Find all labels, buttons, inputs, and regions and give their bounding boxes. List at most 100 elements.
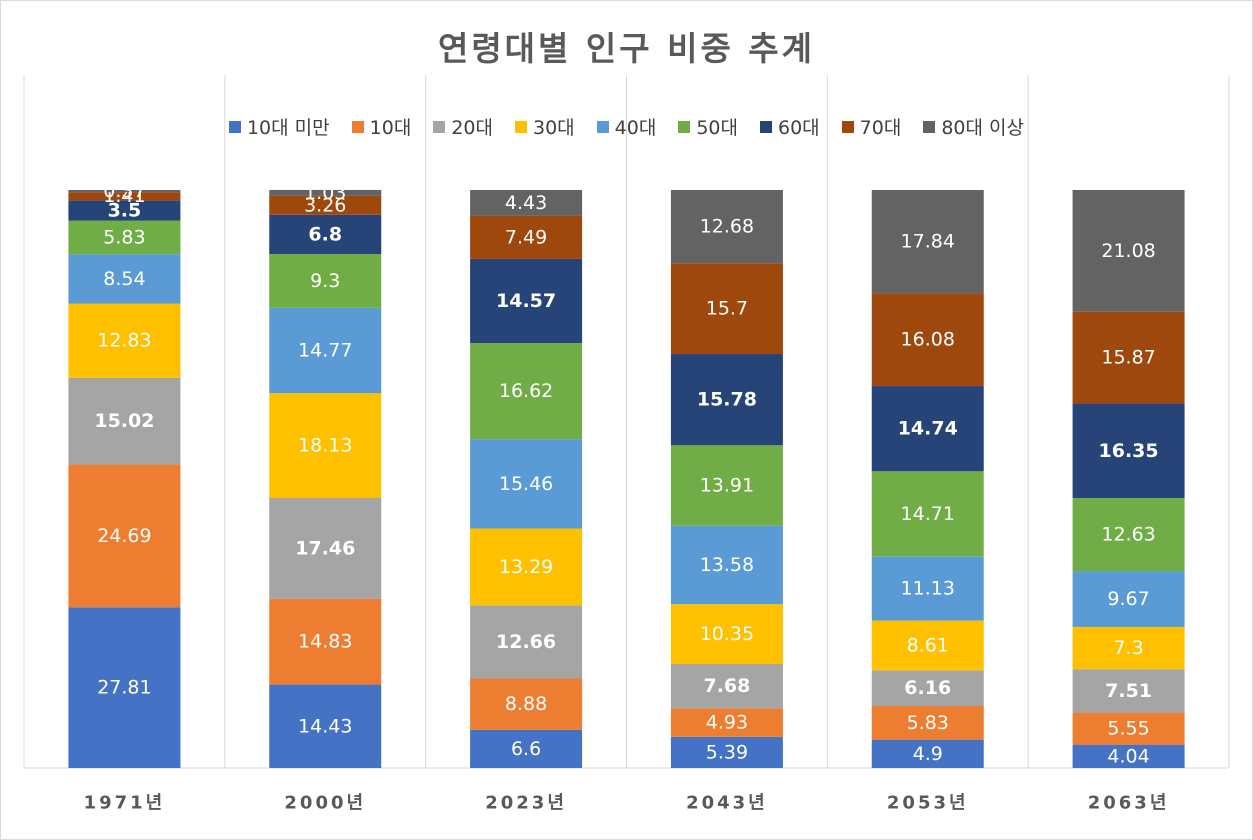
- bar-segment: [871, 670, 984, 706]
- data-label: 11.13: [901, 577, 955, 599]
- bar-segment: [470, 605, 583, 679]
- bar-segment: [269, 214, 382, 255]
- bar-segment: [470, 678, 583, 730]
- data-label: 5.39: [706, 741, 748, 763]
- bar-segment: [1072, 669, 1185, 713]
- legend-label: 30대: [532, 117, 575, 139]
- legend-swatch: [228, 120, 241, 133]
- bar-segment: [871, 705, 984, 740]
- bar-segment: [1072, 571, 1185, 627]
- bar-segment: [871, 739, 984, 768]
- legend-swatch: [760, 120, 772, 133]
- bar-segment: [1072, 403, 1185, 499]
- data-label: 15.02: [94, 410, 154, 432]
- bar-segment: [269, 598, 382, 685]
- bar-segment: [670, 445, 783, 526]
- legend-item: 60대: [760, 113, 820, 140]
- bar-segment: [68, 192, 181, 201]
- data-label: 16.62: [499, 380, 553, 402]
- data-label: 9.67: [1107, 588, 1149, 610]
- bar-segment: [871, 620, 984, 671]
- bar-segment: [470, 343, 583, 440]
- data-label: 4.93: [706, 712, 748, 734]
- bar-segment: [670, 525, 783, 605]
- bar-segment: [68, 303, 181, 378]
- bar-segment: [470, 215, 583, 259]
- legend-label: 80대 이상: [941, 117, 1025, 139]
- legend-item: 70대: [841, 113, 901, 140]
- bar-segment: [68, 190, 181, 193]
- x-tick-label: 2023년: [485, 793, 567, 814]
- bar-segment: [1072, 626, 1185, 670]
- data-label: 10.35: [700, 623, 754, 645]
- bar-segment: [68, 200, 181, 221]
- legend-label: 50대: [696, 117, 738, 139]
- data-label: 0.37: [103, 180, 145, 202]
- legend-label: 10대 미만: [246, 117, 330, 139]
- data-label: 14.71: [901, 503, 955, 525]
- data-label: 7.68: [703, 675, 750, 697]
- chart-title: 연령대별 인구 비중 추계: [437, 29, 816, 68]
- x-tick-label: 1971년: [84, 793, 166, 814]
- data-label: 14.77: [298, 339, 352, 361]
- bar-segment: [269, 189, 382, 196]
- data-label: 27.81: [97, 677, 151, 699]
- bar-segment: [269, 307, 382, 394]
- bar-segment: [1072, 744, 1185, 768]
- bar-segment: [68, 464, 181, 608]
- legend-swatch: [841, 120, 854, 133]
- data-label: 3.5: [108, 199, 142, 221]
- bar-segment: [470, 528, 583, 606]
- legend-item: 50대: [678, 113, 738, 140]
- bar-segment: [670, 736, 783, 768]
- bar-segment: [871, 556, 984, 621]
- data-label: 15.87: [1101, 347, 1155, 369]
- legend-item: 80대 이상: [923, 113, 1024, 140]
- bar-segment: [871, 293, 984, 387]
- bar-segment: [670, 190, 783, 264]
- legend-swatch: [514, 120, 527, 133]
- bar-segment: [670, 663, 783, 709]
- bar-segment: [670, 354, 783, 446]
- bar-segment: [269, 393, 382, 498]
- legend-label: 10대: [369, 117, 412, 139]
- legend-label: 40대: [614, 117, 657, 139]
- bar-segment: [68, 220, 181, 255]
- data-label: 6.6: [511, 738, 541, 760]
- data-label: 16.08: [901, 329, 955, 351]
- data-label: 6.8: [308, 223, 342, 245]
- data-label: 8.54: [103, 268, 145, 290]
- bar-segment: [68, 607, 181, 768]
- x-tick-label: 2053년: [887, 793, 969, 814]
- bar-segment: [871, 471, 984, 557]
- data-label: 14.83: [298, 631, 352, 653]
- bar-segment: [1072, 498, 1185, 572]
- data-label: 4.9: [913, 743, 943, 765]
- data-label: 3.26: [304, 194, 346, 216]
- bar-segment: [269, 497, 382, 599]
- data-label: 9.3: [310, 270, 340, 292]
- data-label: 18.13: [298, 435, 352, 457]
- legend-label: 20대: [451, 117, 493, 139]
- legend-swatch: [351, 120, 364, 133]
- legend-item: 20대: [433, 113, 493, 140]
- data-label: 5.83: [103, 226, 145, 248]
- chart-legend: 10대 미만 10대 20대 30대 40대 50대 60대 70대 80대 이상: [0, 113, 1253, 140]
- bar-segment: [1072, 311, 1185, 404]
- data-label: 12.68: [700, 216, 754, 238]
- bar-segment: [68, 377, 181, 465]
- data-label: 5.83: [907, 712, 949, 734]
- data-label: 4.04: [1107, 745, 1149, 767]
- data-label: 14.43: [298, 715, 352, 737]
- data-label: 17.84: [901, 231, 955, 253]
- legend-item: 10대 미만: [228, 113, 330, 140]
- data-label: 8.88: [505, 693, 547, 715]
- data-label: 7.51: [1105, 680, 1152, 702]
- data-label: 15.46: [499, 473, 553, 495]
- data-label: 6.16: [904, 677, 951, 699]
- bar-segment: [470, 258, 583, 344]
- data-label: 13.58: [700, 554, 754, 576]
- bar-segment: [68, 254, 181, 304]
- legend-swatch: [923, 120, 936, 133]
- data-label: 12.83: [97, 330, 151, 352]
